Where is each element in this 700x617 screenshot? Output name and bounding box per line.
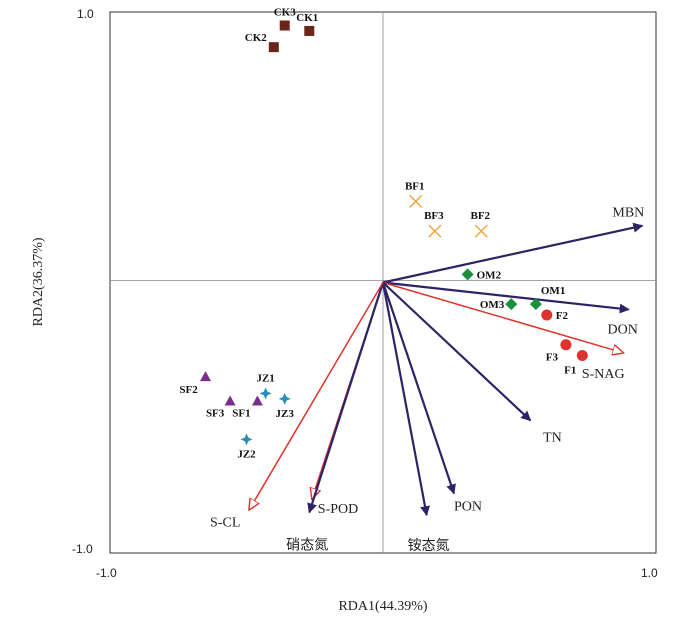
x-tick-label-right: 1.0: [641, 566, 658, 580]
y-axis-title: RDA2(36.37%): [31, 237, 46, 326]
x-tick-label-left: -1.0: [96, 566, 117, 580]
sample-f2-marker: [541, 309, 553, 321]
vector-label-pon: PON: [454, 499, 482, 514]
sample-bf1-label: BF1: [405, 180, 425, 192]
sample-om3-marker: [505, 298, 518, 311]
sample-sf1-marker: [251, 395, 263, 406]
sample-jz3-label: JZ3: [276, 408, 295, 420]
vector-arrow-s-nag: [382, 281, 623, 353]
sample-om1-marker: [529, 298, 542, 311]
sample-sf2-label: SF2: [179, 384, 198, 396]
sample-f1-marker: [576, 350, 588, 362]
vector-label-var-7: 硝态氮: [286, 537, 328, 553]
sample-ck1-label: CK1: [296, 12, 318, 24]
vector-label-tn: TN: [543, 430, 562, 445]
sample-f2-label: F2: [556, 310, 569, 322]
sample-jz2-label: JZ2: [237, 448, 256, 460]
vector-label-mbn: MBN: [612, 206, 644, 221]
vector-label-var-5: 铵态氮: [408, 538, 450, 554]
vector-arrow-mbn: [382, 222, 644, 284]
sample-bf3-label: BF3: [424, 210, 444, 222]
sample-ck3-label: CK3: [274, 7, 297, 19]
sample-sf3-label: SF3: [206, 408, 225, 420]
sample-bf3-marker: [428, 224, 442, 238]
sample-bf2-label: BF2: [470, 210, 490, 222]
sample-om2-marker: [461, 268, 474, 281]
sample-f1-label: F1: [564, 365, 576, 377]
sample-bf1-marker: [409, 194, 423, 208]
vector-label-don: DON: [608, 323, 638, 338]
sample-sf1-label: SF1: [232, 408, 250, 420]
vector-arrow-var-7: [307, 282, 385, 514]
sample-jz3-marker: [278, 392, 291, 405]
sample-f3-label: F3: [546, 352, 559, 364]
sample-sf2-marker: [200, 371, 212, 382]
y-tick-label-top: 1.0: [77, 7, 94, 21]
sample-ck1-marker: [304, 25, 315, 36]
vector-label-s-nag: S-NAG: [582, 367, 625, 382]
vector-arrow-tn: [382, 281, 532, 422]
sample-om2-label: OM2: [477, 269, 502, 281]
x-axis-title: RDA1(44.39%): [338, 599, 427, 614]
vector-arrow-s-cl: [249, 282, 384, 510]
sample-jz1-marker: [259, 387, 272, 400]
sample-ck2-label: CK2: [245, 32, 268, 44]
sample-om3-label: OM3: [480, 299, 505, 311]
vector-arrow-don: [382, 281, 630, 314]
sample-om1-label: OM1: [541, 285, 565, 297]
sample-ck3-marker: [279, 20, 290, 31]
sample-f3-marker: [560, 339, 572, 351]
sample-sf3-marker: [224, 395, 236, 406]
sample-bf2-marker: [474, 224, 488, 238]
sample-ck2-marker: [268, 42, 279, 53]
vector-label-s-cl: S-CL: [210, 516, 240, 531]
vector-arrow-var-5: [381, 282, 430, 517]
environment-vectors: MBN DON S-NAG TN PON 铵态氮 S-POD 硝态氮 S-CL: [210, 206, 644, 554]
y-tick-label-bottom: -1.0: [72, 542, 93, 556]
sample-points: CK1 CK2 CK3 BF1 BF2 BF3 OM1 OM2 OM3 F1 F2 F3 SF1 SF2 S…: [179, 7, 588, 460]
vector-label-s-pod: S-POD: [318, 502, 358, 517]
vector-arrow-pon: [381, 282, 456, 495]
sample-jz2-marker: [240, 433, 253, 446]
sample-jz1-label: JZ1: [256, 372, 274, 384]
